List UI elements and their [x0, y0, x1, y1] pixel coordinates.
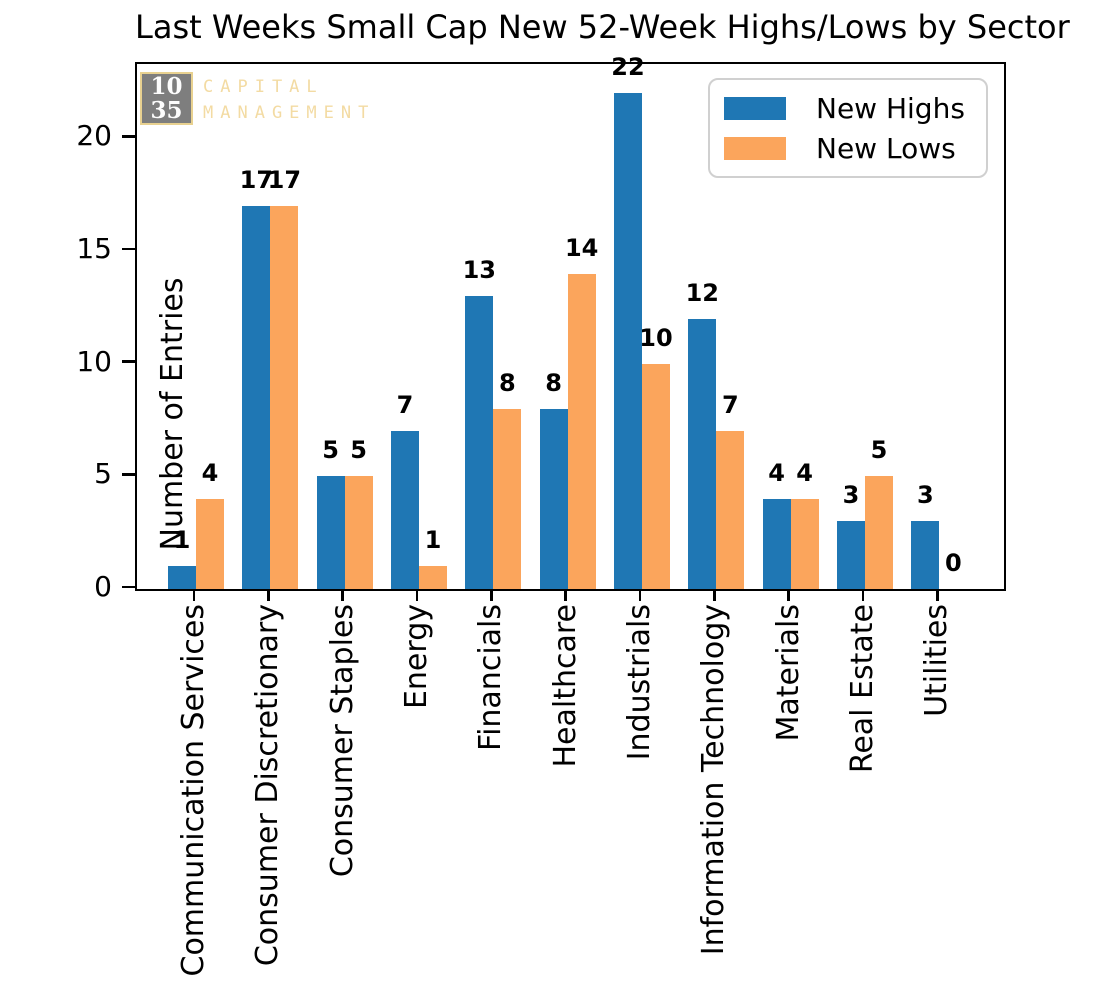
x-tick-label: Information Technology — [696, 604, 732, 956]
bar-new-lows — [493, 409, 522, 589]
bar-value-label: 10 — [639, 324, 673, 352]
bar-new-highs — [242, 206, 271, 589]
bar-value-label: 14 — [564, 234, 599, 262]
x-tick-label: Energy — [398, 604, 434, 710]
watermark-logo-box: 10 35 — [140, 72, 193, 125]
bar-value-label: 3 — [842, 481, 860, 509]
watermark-box-line1: 10 — [150, 72, 183, 100]
x-tick-mark — [787, 589, 790, 601]
bar-new-lows — [716, 431, 745, 589]
bar-value-label: 1 — [173, 526, 191, 554]
y-tick-mark — [122, 585, 135, 589]
watermark-box-line2: 35 — [150, 96, 183, 124]
bar-value-label: 8 — [498, 369, 516, 397]
x-tick-mark — [861, 589, 865, 601]
y-tick-label: 5 — [94, 457, 112, 491]
bar-new-lows — [270, 206, 299, 589]
bar-value-label: 5 — [870, 436, 888, 464]
bar-value-label: 4 — [201, 459, 219, 487]
bar-new-lows — [790, 499, 819, 589]
x-tick-mark — [564, 589, 567, 601]
bar-new-highs — [836, 521, 865, 589]
watermark-logo: 10 35 CAPITAL MANAGEMENT — [140, 72, 375, 126]
watermark-text-line2: MANAGEMENT — [203, 103, 376, 123]
bars-layer: 1 4 17 17 5 5 7 1 13 8 8 14 22 10 12 7 4 4 3 5 3 0 — [137, 53, 1004, 589]
bar-value-label: 17 — [267, 166, 302, 194]
y-tick-label: 0 — [94, 570, 112, 603]
y-tick-label: 15 — [76, 232, 112, 266]
bar-new-lows — [864, 476, 893, 589]
y-tick-mark — [122, 473, 135, 476]
x-tick-mark — [415, 589, 419, 601]
y-tick-label: 10 — [76, 344, 112, 378]
x-tick-mark — [936, 589, 939, 601]
bar-value-label: 22 — [611, 53, 645, 81]
bar-new-highs — [911, 521, 940, 589]
bar-value-label: 1 — [424, 526, 442, 554]
bar-new-highs — [613, 93, 642, 589]
x-tick-mark — [713, 589, 716, 601]
x-tick-mark — [192, 589, 196, 601]
bar-value-label: 0 — [944, 549, 962, 577]
bar-new-lows — [196, 499, 224, 589]
x-tick-mark — [490, 589, 493, 601]
bar-new-highs — [688, 319, 717, 589]
y-tick-mark — [122, 247, 135, 251]
y-tick-mark — [122, 135, 135, 138]
bar-new-highs — [465, 296, 494, 589]
y-tick-label: 20 — [76, 119, 112, 153]
legend-swatch-new-highs — [724, 96, 786, 120]
x-tick-mark — [267, 589, 270, 601]
legend-label-new-highs: New Highs — [816, 91, 965, 125]
bar-value-label: 5 — [322, 436, 339, 464]
bar-value-label: 13 — [462, 256, 497, 284]
legend-label-new-lows: New Lows — [816, 131, 956, 165]
bar-value-label: 12 — [685, 279, 719, 307]
x-tick-label: Industrials — [621, 604, 657, 761]
bar-new-highs — [168, 566, 196, 589]
bar-new-highs — [316, 476, 345, 589]
chart-title: Last Weeks Small Cap New 52-Week Highs/L… — [135, 8, 1070, 46]
bar-new-lows — [344, 476, 373, 589]
watermark-text-line1: CAPITAL — [203, 77, 324, 97]
bar-value-label: 4 — [796, 459, 813, 487]
bar-new-highs — [539, 409, 568, 589]
watermark-text: CAPITAL MANAGEMENT — [203, 74, 375, 126]
bar-new-lows — [418, 566, 447, 589]
bar-value-label: 17 — [239, 166, 274, 194]
bar-new-highs — [762, 499, 791, 589]
bar-value-label: 7 — [721, 391, 739, 419]
bar-value-label: 8 — [545, 369, 562, 397]
bar-new-lows — [641, 364, 670, 589]
legend-swatch-new-lows — [724, 136, 786, 160]
x-tick-mark — [341, 589, 344, 601]
legend-row-new-highs: New Highs — [724, 92, 986, 125]
x-tick-label: Real Estate — [844, 604, 880, 774]
x-tick-label: Financials — [473, 604, 509, 751]
y-tick-mark — [122, 360, 135, 363]
bar-value-label: 5 — [350, 436, 367, 464]
legend: New Highs New Lows — [708, 78, 988, 178]
bar-new-lows — [567, 274, 596, 589]
x-tick-label: Healthcare — [547, 604, 583, 768]
legend-row-new-lows: New Lows — [724, 132, 986, 165]
x-tick-label: Communication Services — [176, 604, 211, 977]
bar-value-label: 3 — [916, 481, 934, 509]
x-tick-mark — [638, 589, 642, 601]
x-tick-label: Consumer Discretionary — [250, 604, 286, 967]
x-tick-label: Utilities — [919, 604, 955, 717]
bar-value-label: 4 — [768, 459, 785, 487]
bar-new-highs — [390, 431, 419, 589]
x-tick-label: Consumer Staples — [324, 604, 360, 878]
bar-value-label: 7 — [396, 391, 414, 419]
x-tick-label: Materials — [770, 604, 806, 742]
